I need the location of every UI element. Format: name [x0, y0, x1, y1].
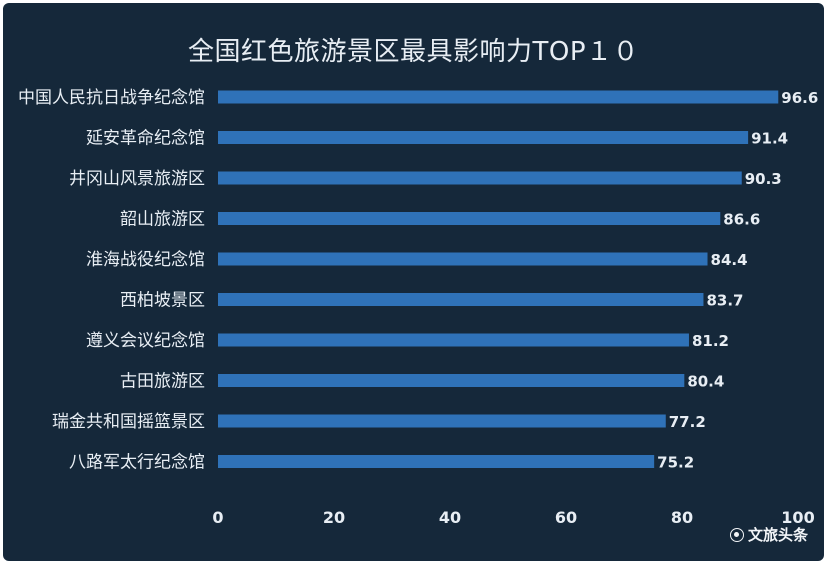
value-label: 80.4 [687, 373, 724, 391]
bar [218, 333, 689, 347]
bar [218, 252, 708, 266]
bar [218, 414, 666, 428]
category-label: 韶山旅游区 [120, 210, 205, 230]
x-tick-label: 60 [555, 508, 577, 527]
x-tick-label: 0 [212, 508, 223, 527]
category-label: 遵义会议纪念馆 [86, 330, 205, 351]
chart-panel: 全国红色旅游景区最具影响力TOP１０ 中国人民抗日战争纪念馆 96.6 延安革命纪念… [3, 3, 824, 561]
bar [218, 293, 704, 306]
value-label: 84.4 [711, 251, 748, 269]
value-label: 75.2 [657, 454, 694, 472]
bar [218, 374, 685, 387]
category-label: 瑞金共和国摇篮景区 [52, 412, 205, 432]
bar [218, 171, 742, 185]
value-label: 91.4 [751, 130, 788, 148]
category-label: 井冈山风景旅游区 [69, 169, 205, 189]
category-label: 中国人民抗日战争纪念馆 [18, 87, 205, 108]
x-tick-label: 100 [781, 508, 814, 527]
x-tick-label: 20 [323, 508, 345, 527]
watermark-text: 文旅头条 [747, 526, 808, 544]
x-tick-label: 80 [671, 508, 693, 527]
value-label: 81.2 [692, 332, 729, 350]
value-label: 86.6 [723, 211, 760, 229]
chart-title: 全国红色旅游景区最具影响力TOP１０ [187, 37, 640, 67]
category-label: 古田旅游区 [120, 372, 205, 392]
category-label: 延安革命纪念馆 [86, 128, 205, 149]
category-label: 西柏坡景区 [120, 291, 205, 311]
value-label: 77.2 [669, 413, 706, 431]
bar [218, 90, 779, 104]
circle-logo-icon [729, 527, 744, 542]
bar [218, 131, 749, 144]
category-label: 淮海战役纪念馆 [86, 249, 205, 270]
watermark: 文旅头条 [729, 524, 808, 545]
value-label: 83.7 [706, 292, 743, 310]
category-label: 八路军太行纪念馆 [69, 452, 205, 473]
value-label: 96.6 [781, 89, 818, 107]
bar [218, 455, 655, 468]
x-tick-label: 40 [439, 508, 461, 527]
value-label: 90.3 [745, 170, 782, 188]
bar [218, 212, 721, 225]
bar-chart: 中国人民抗日战争纪念馆 96.6 延安革命纪念馆 91.4 井冈山风景旅游区 90.3 韶山… [18, 87, 818, 527]
